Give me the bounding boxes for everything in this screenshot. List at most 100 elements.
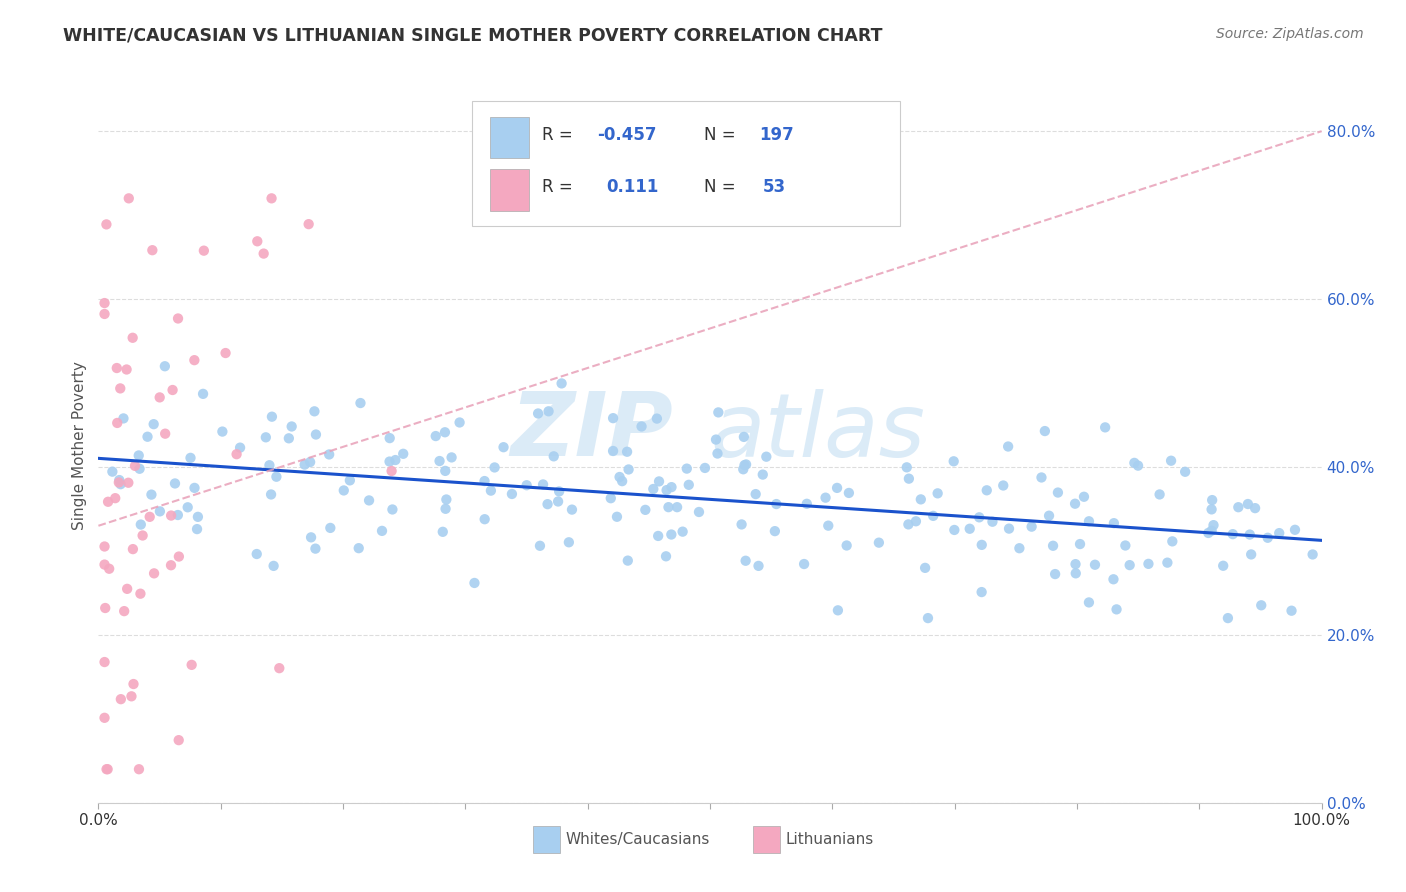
Point [229,441,252,455]
Point [117,475,139,490]
Point [630,419,652,434]
Point [970,585,993,599]
Point [120,690,142,704]
Point [763,524,786,538]
Point [180,657,202,672]
Point [1222,527,1244,541]
Point [153,359,176,374]
Point [1137,557,1160,571]
Point [167,549,190,564]
Point [449,416,471,430]
Point [318,447,340,461]
Point [299,455,322,469]
Point [734,554,756,568]
Text: 197: 197 [759,126,794,144]
Point [214,346,236,360]
Point [643,482,665,496]
Point [305,427,328,442]
Point [277,431,299,445]
Point [648,475,671,489]
Point [602,411,624,425]
Point [129,517,152,532]
Point [1064,566,1087,581]
Point [1105,602,1128,616]
Point [1240,548,1263,562]
Point [693,461,716,475]
Point [187,509,209,524]
Point [1202,518,1225,533]
Point [124,458,146,473]
Point [176,500,198,515]
Point [1268,526,1291,541]
Point [616,444,638,458]
Point [1250,599,1272,613]
Point [105,416,128,430]
Point [896,460,918,475]
Text: R =: R = [543,178,574,196]
Point [1033,424,1056,438]
Point [484,460,506,475]
Point [897,472,920,486]
Point [96,762,118,776]
Point [688,505,710,519]
Point [319,521,342,535]
Point [678,478,700,492]
Point [1197,526,1219,541]
Point [914,561,936,575]
Point [1021,519,1043,533]
Point [1118,558,1140,573]
Point [211,425,233,439]
Point [1123,456,1146,470]
Text: -0.457: -0.457 [598,126,657,144]
Point [129,587,152,601]
Point [122,542,145,557]
Point [1114,539,1136,553]
Point [433,425,456,440]
Point [1239,527,1261,541]
Point [434,492,457,507]
Point [976,483,998,498]
Point [1281,604,1303,618]
Point [179,450,201,465]
Point [634,503,657,517]
Point [105,361,128,376]
Point [825,481,848,495]
Point [191,387,214,401]
Point [1078,514,1101,528]
Point [186,522,208,536]
Point [1302,548,1324,562]
Point [1031,470,1053,484]
Point [817,518,839,533]
Point [967,510,990,524]
Point [814,491,837,505]
Point [796,497,818,511]
Point [917,611,939,625]
Point [183,481,205,495]
Point [897,517,920,532]
Point [1201,493,1223,508]
Point [657,500,679,515]
Text: WHITE/CAUCASIAN VS LITHUANIAN SINGLE MOTHER POVERTY CORRELATION CHART: WHITE/CAUCASIAN VS LITHUANIAN SINGLE MOT… [63,27,883,45]
Point [1160,454,1182,468]
Text: ZIP: ZIP [510,388,673,475]
Point [655,483,678,497]
Point [543,450,565,464]
Point [599,491,621,506]
Point [167,508,190,522]
Text: Whites/Caucasians: Whites/Caucasians [565,832,710,847]
Point [392,447,415,461]
Point [647,529,669,543]
Point [136,430,159,444]
Point [1094,420,1116,434]
Point [122,677,145,691]
Point [733,462,755,476]
Point [998,522,1021,536]
Point [162,383,184,397]
Point [666,500,689,515]
Point [755,450,778,464]
Point [381,502,404,516]
Point [110,692,132,706]
Point [160,558,183,573]
Point [1084,558,1107,572]
Point [304,404,326,418]
